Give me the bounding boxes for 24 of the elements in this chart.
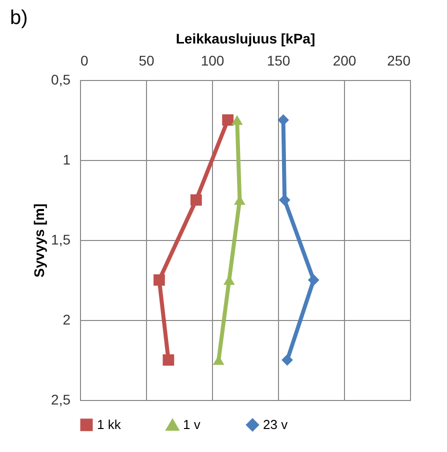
point [154,274,165,286]
x-tick-label: 250 [387,52,411,68]
point [282,354,293,366]
y-tick-label: 1 [62,152,71,168]
legend-label: 1 kk [97,416,122,432]
x-tick-label: 50 [138,52,154,68]
chart-title: b) [10,7,28,29]
y-tick-label: 1,5 [51,232,71,248]
y-tick-label: 2,5 [51,392,71,408]
x-tick-label: 100 [200,52,224,68]
point [222,114,234,126]
legend-label: 1 v [183,417,201,432]
point [231,115,243,125]
y-tick-label: 0,5 [51,72,71,88]
point [162,354,174,366]
x-tick-label: 200 [332,52,356,68]
y-axis-title: Syvyys [m] [31,204,48,278]
legend-label: 23 v [263,416,288,432]
point [190,194,202,206]
y-tick-label: 2 [62,312,71,328]
x-tick-label: 0 [80,52,88,68]
x-tick-label: 150 [266,52,290,68]
x-axis-title: Leikkauslujuus [kPa] [176,30,316,46]
point [308,274,320,286]
